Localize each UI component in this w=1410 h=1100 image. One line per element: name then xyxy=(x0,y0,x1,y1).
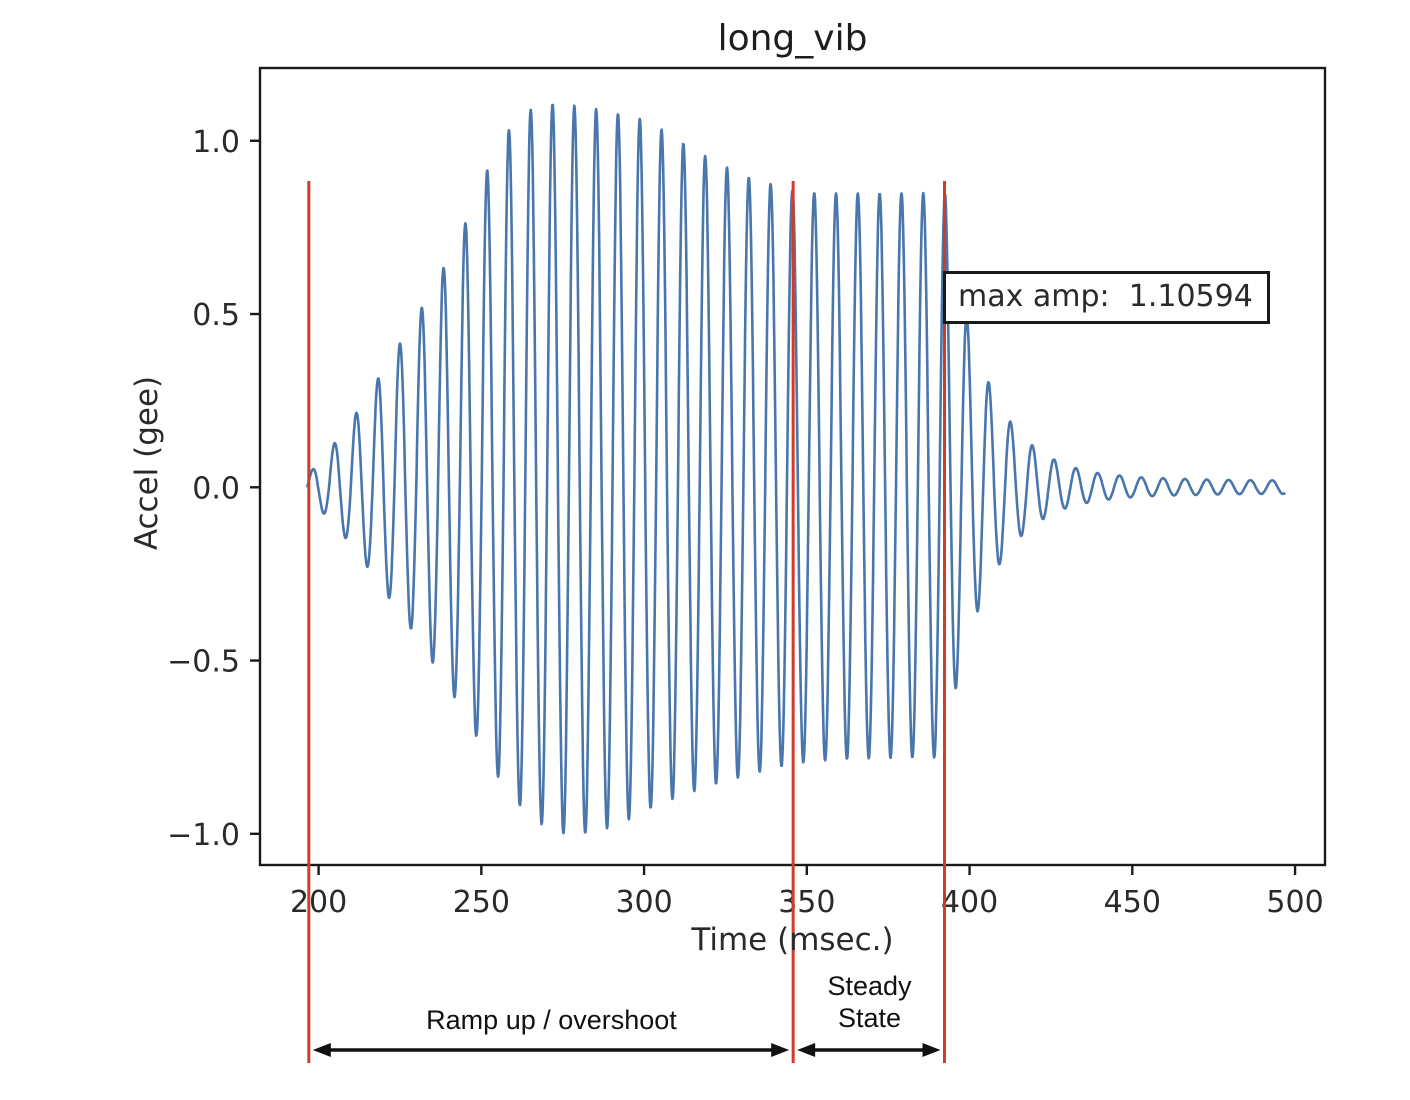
x-tick-label: 400 xyxy=(941,885,998,920)
y-axis-label: Accel (gee) xyxy=(129,375,165,551)
waveform-line xyxy=(305,103,1286,835)
region-label-steady-line2: State xyxy=(837,1003,902,1033)
x-tick-label: 300 xyxy=(615,885,672,920)
chart-title: long_vib xyxy=(717,18,868,59)
region-arrow-head-left xyxy=(797,1043,816,1057)
region-label-steady-line1: Steady xyxy=(827,971,912,1001)
region-arrow-head-right xyxy=(922,1043,941,1057)
y-tick-label: −0.5 xyxy=(167,645,240,680)
x-tick-label: 350 xyxy=(778,885,835,920)
x-axis-label: Time (msec.) xyxy=(691,922,894,958)
x-tick-label: 250 xyxy=(453,885,510,920)
region-label-ramp-up: Ramp up / overshoot xyxy=(426,1005,677,1035)
x-tick-label: 450 xyxy=(1104,885,1161,920)
x-tick-label: 500 xyxy=(1266,885,1323,920)
region-arrow-head-left xyxy=(312,1043,331,1057)
y-tick-label: 0.5 xyxy=(192,298,240,333)
y-tick-label: −1.0 xyxy=(167,818,240,853)
y-tick-label: 0.0 xyxy=(192,471,240,506)
region-arrow-head-right xyxy=(771,1043,790,1057)
y-tick-label: 1.0 xyxy=(192,125,240,160)
x-tick-label: 200 xyxy=(290,885,347,920)
region-label-steady-state: Steady State xyxy=(794,970,945,1034)
max-amp-annotation: max amp: 1.10594 xyxy=(943,271,1270,324)
